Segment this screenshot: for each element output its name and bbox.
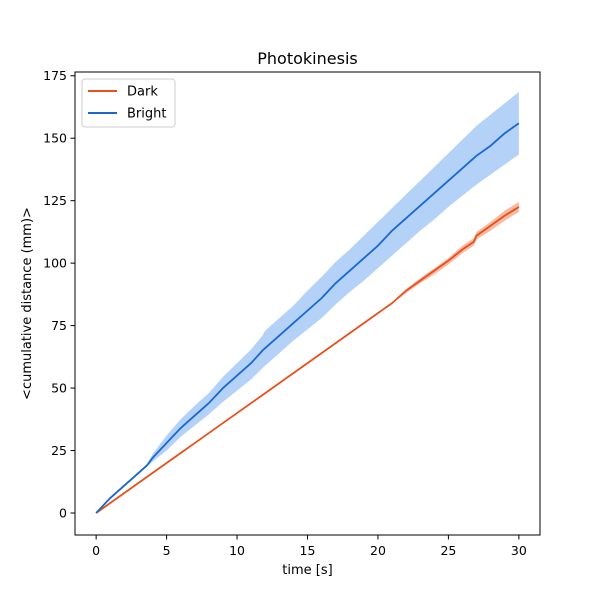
legend: Dark Bright [81,78,176,128]
y-tick-label: 150 [43,131,67,146]
confidence-bands [96,91,519,514]
x-tick-label: 30 [511,543,527,558]
chart-title: Photokinesis [257,49,357,68]
y-tick-label: 0 [59,506,67,521]
legend-label-dark: Dark [127,85,158,100]
line-dark [95,206,520,514]
series-lines [95,122,520,514]
x-tick-label: 20 [370,543,386,558]
x-tick-label: 0 [92,543,100,558]
y-axis-label: <cumulative distance (mm)> [20,207,35,400]
x-tick-label: 10 [229,543,245,558]
y-tick-label: 25 [51,443,67,458]
x-axis-label: time [s] [282,563,332,578]
x-tick-label: 15 [300,543,316,558]
band-dark [96,201,519,514]
legend-label-bright: Bright [127,107,166,122]
x-axis-ticks: 0 5 10 15 20 25 30 [92,535,527,558]
y-tick-label: 50 [51,381,67,396]
x-tick-label: 25 [440,543,456,558]
y-tick-label: 175 [43,68,67,83]
line-bright [95,122,520,514]
y-axis-ticks: 0 25 50 75 100 125 150 175 [43,68,75,521]
band-bright [96,91,519,514]
y-tick-label: 75 [51,318,67,333]
x-tick-label: 5 [163,543,171,558]
y-tick-label: 125 [43,193,67,208]
y-tick-label: 100 [43,256,67,271]
